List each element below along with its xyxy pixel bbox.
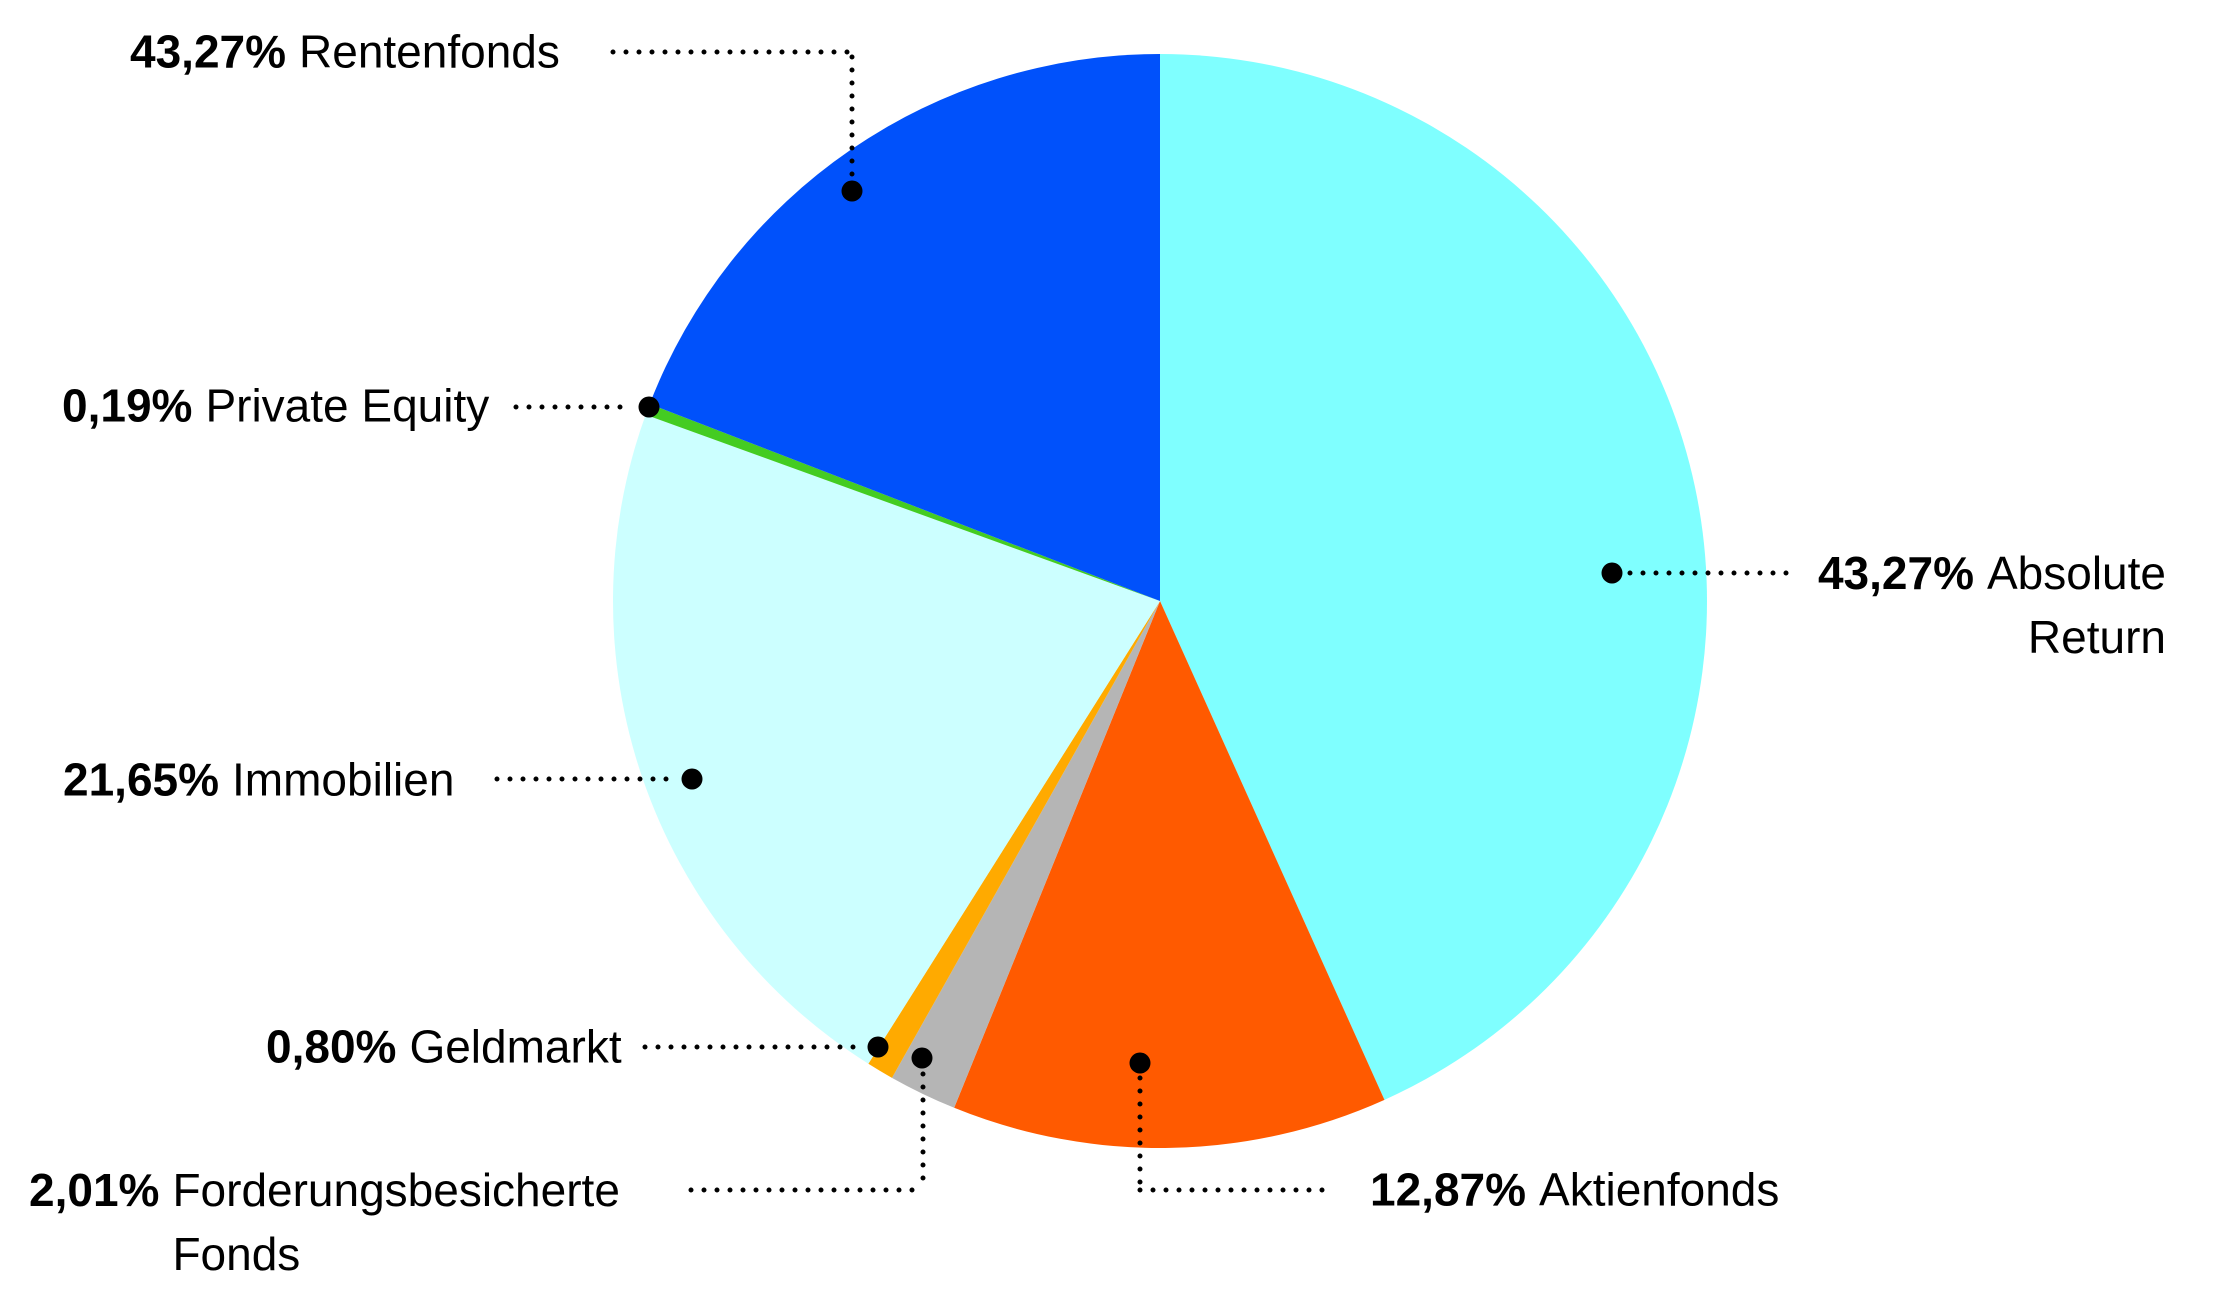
label-absolute-return: 43,27% Absolute Return [1810, 541, 2166, 669]
name-geldmarkt: Geldmarkt [409, 1020, 622, 1073]
name-forderungsbesicherte-fonds: Forderungsbesicherte Fonds [172, 1164, 620, 1280]
percent-private-equity: 0,19% [62, 379, 193, 432]
name-rentenfonds: Rentenfonds [299, 25, 560, 78]
anchor-dot-aktienfonds [1129, 1052, 1151, 1074]
pie-slice-immobilien [612, 414, 1160, 1064]
name-absolute-return: Absolute Return [1986, 547, 2166, 663]
percent-absolute-return: 43,27% [1817, 547, 1974, 599]
percent-forderungsbesicherte-fonds: 2,01% [29, 1164, 160, 1216]
anchor-dot-absolute-return [1601, 562, 1623, 584]
pie-slice-rentenfonds [649, 54, 1160, 601]
pie-slice-aktienfonds [954, 601, 1385, 1149]
name-aktienfonds: Aktienfonds [1539, 1163, 1780, 1216]
label-aktienfonds: 12,87% Aktienfonds [1370, 1164, 1779, 1217]
anchor-dot-immobilien [681, 768, 703, 790]
percent-rentenfonds: 43,27% [130, 25, 287, 78]
anchor-dot-forderungsbesicherte-fonds [911, 1047, 933, 1069]
anchor-dot-private-equity [638, 396, 660, 418]
percent-immobilien: 21,65% [63, 753, 220, 806]
name-immobilien: Immobilien [232, 753, 455, 806]
name-private-equity: Private Equity [205, 379, 490, 432]
label-immobilien: 21,65% Immobilien [63, 754, 454, 807]
pie-slice-private-equity [645, 404, 1160, 601]
anchor-dot-geldmarkt [867, 1036, 889, 1058]
pie-slice-geldmarkt [868, 601, 1160, 1078]
label-rentenfonds: 43,27% Rentenfonds [130, 26, 560, 79]
anchor-dot-rentenfonds [841, 180, 863, 202]
percent-geldmarkt: 0,80% [266, 1020, 397, 1073]
pie-slice-forderungsbesicherte-fonds [891, 601, 1160, 1108]
pie-slice-absolute-return [1160, 54, 1707, 1100]
percent-aktienfonds: 12,87% [1370, 1163, 1527, 1216]
label-forderungsbesicherte-fonds: 2,01% Forderungsbesicherte Fonds [29, 1158, 642, 1286]
label-private-equity: 0,19% Private Equity [62, 380, 489, 433]
label-geldmarkt: 0,80% Geldmarkt [266, 1021, 622, 1074]
